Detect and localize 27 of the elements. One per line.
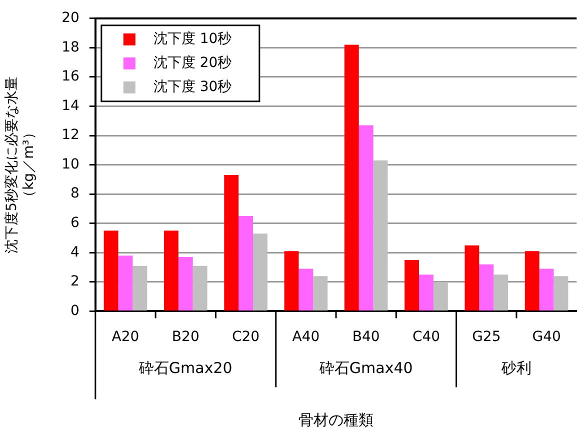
y-tick-label: 10 <box>62 156 80 172</box>
x-tick-label: B20 <box>172 329 200 346</box>
y-axis-title: 沈下度5秒変化に必要な水量（kg／m³） <box>4 76 37 254</box>
x-tick-label: C20 <box>232 329 260 346</box>
text: 砕石Gmax20 <box>138 359 232 378</box>
y-tick-label: 14 <box>62 98 80 114</box>
text: 砂利 <box>500 359 532 378</box>
y-tick-label: 8 <box>70 186 80 202</box>
x-tick-label: C40 <box>412 329 440 346</box>
x-tick-label: B40 <box>352 329 380 346</box>
legend-label: 沈下度 20秒 <box>153 55 232 72</box>
x-tick-label: G40 <box>532 329 561 346</box>
y-tick-label: 20 <box>62 10 80 26</box>
y-tick-label: 6 <box>70 215 80 231</box>
text: 砕石Gmax40 <box>318 359 413 378</box>
y-tick-label: 18 <box>62 39 80 56</box>
y-tick-label: 0 <box>70 302 80 319</box>
legend-label: 沈下度 10秒 <box>153 31 232 48</box>
x-tick-label: G25 <box>472 329 501 346</box>
legend-label: 沈下度 30秒 <box>153 79 232 96</box>
x-tick-label: A40 <box>292 329 320 346</box>
y-tick-label: 16 <box>62 68 80 85</box>
x-tick-label: A20 <box>112 329 140 346</box>
y-tick-label: 4 <box>70 244 80 260</box>
x-axis-title: 骨材の種類 <box>298 410 374 429</box>
y-tick-label: 2 <box>70 274 80 290</box>
y-tick-label: 12 <box>62 127 80 144</box>
